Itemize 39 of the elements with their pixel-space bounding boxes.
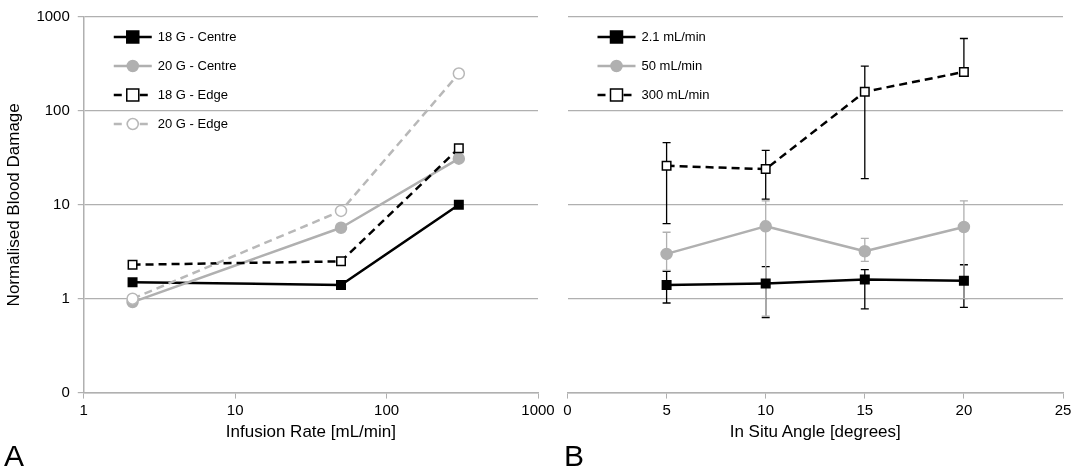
y-axis-title: Normalised Blood Damage bbox=[3, 103, 23, 307]
point bbox=[858, 245, 872, 258]
y-tick-label: 1000 bbox=[36, 7, 70, 25]
point bbox=[760, 164, 771, 175]
x-tick-label: 10 bbox=[226, 400, 244, 418]
y-tick-label: 1 bbox=[61, 288, 70, 306]
legend-label: 2.1 mL/min bbox=[641, 28, 706, 44]
point bbox=[661, 279, 672, 290]
legend-label: 50 mL/min bbox=[641, 57, 703, 73]
point bbox=[958, 66, 969, 77]
x-tick-label: 0 bbox=[563, 400, 572, 418]
point bbox=[958, 275, 969, 286]
x-tick-label: 5 bbox=[662, 400, 671, 418]
point bbox=[760, 278, 771, 289]
legend-label: 300 mL/min bbox=[641, 86, 710, 102]
text: A bbox=[4, 439, 25, 473]
x-tick-label: 20 bbox=[955, 400, 973, 418]
x-axis-title: In Situ Angle [degrees] bbox=[729, 422, 901, 442]
y-tick-label: 0 bbox=[61, 382, 70, 400]
x-tick-label: 1 bbox=[79, 400, 88, 418]
legend-label: 18 G - Edge bbox=[157, 86, 228, 102]
x-tick-label: 100 bbox=[374, 400, 400, 418]
x-tick-label: 15 bbox=[856, 400, 874, 418]
point bbox=[661, 160, 672, 171]
text: B bbox=[564, 439, 585, 473]
point bbox=[859, 274, 870, 285]
y-tick-label: 100 bbox=[44, 101, 70, 119]
point bbox=[859, 86, 870, 97]
legend-label: 20 G - Edge bbox=[157, 115, 228, 131]
point bbox=[759, 220, 772, 233]
x-tick-label: 1000 bbox=[521, 400, 555, 418]
point bbox=[957, 220, 971, 234]
legend-label: 18 G - Centre bbox=[157, 28, 237, 44]
point bbox=[660, 247, 673, 261]
x-tick-label: 25 bbox=[1054, 400, 1072, 418]
x-axis-title: Infusion Rate [mL/min] bbox=[225, 422, 396, 442]
y-tick-label: 10 bbox=[53, 194, 70, 212]
x-tick-label: 10 bbox=[757, 400, 775, 418]
legend-label: 20 G - Centre bbox=[157, 57, 237, 73]
